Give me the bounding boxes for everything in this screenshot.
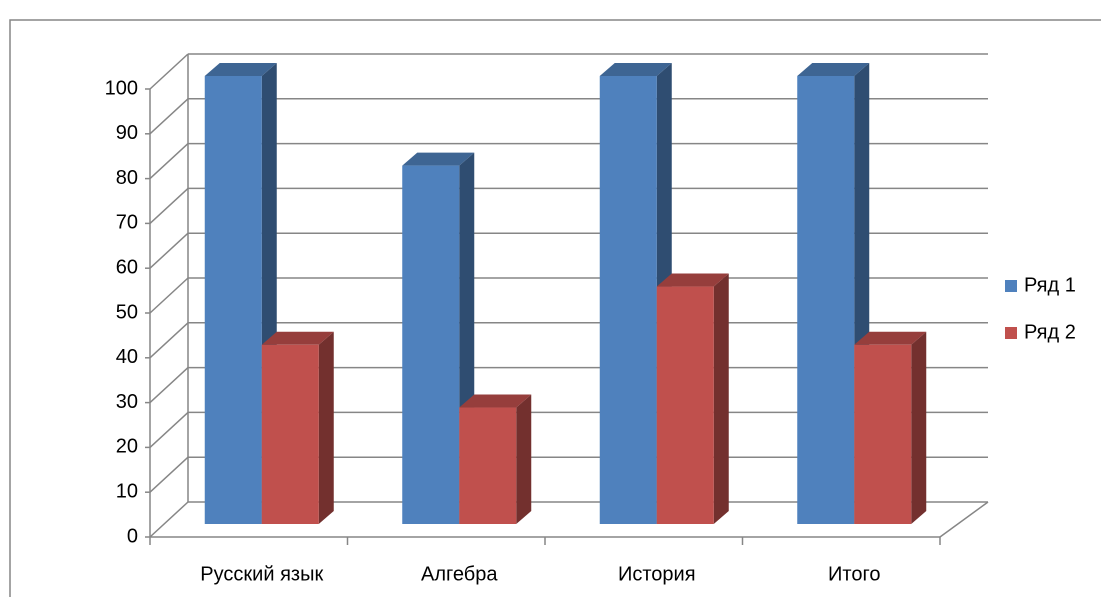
bar — [656, 286, 714, 524]
y-tick-label: 50 — [116, 301, 138, 323]
y-tick-label: 30 — [116, 391, 138, 413]
legend-swatch — [1005, 327, 1017, 339]
grid-line — [149, 501, 189, 538]
grid-line — [149, 187, 189, 224]
x-tick-label: Итого — [828, 563, 880, 585]
grid-line — [149, 143, 189, 180]
bar-top — [459, 394, 532, 408]
x-tick-label: Алгебра — [421, 563, 498, 585]
bar-top — [854, 331, 927, 345]
bar — [854, 344, 912, 524]
grid-line — [149, 322, 189, 359]
y-tick-label: 100 — [105, 77, 138, 99]
legend-swatch — [1005, 280, 1017, 292]
bar-top — [402, 152, 475, 166]
bar-top — [261, 331, 334, 345]
bar-side — [318, 331, 334, 524]
grid-line — [149, 277, 189, 314]
bar — [402, 165, 460, 524]
bar — [459, 407, 517, 524]
bar-side — [911, 331, 927, 524]
legend-label: Ряд 1 — [1024, 274, 1076, 296]
y-tick-label: 80 — [116, 167, 138, 189]
y-tick-label: 40 — [116, 346, 138, 368]
bar-top — [797, 63, 870, 76]
x-tick-label: История — [618, 563, 696, 585]
grid-line — [149, 53, 189, 90]
bar-side — [713, 273, 729, 524]
y-tick-label: 0 — [127, 525, 138, 547]
x-tick-label: Русский язык — [200, 563, 323, 585]
bar-top — [204, 63, 277, 76]
bar-top — [599, 63, 672, 76]
bar-side — [516, 394, 532, 524]
bar — [797, 76, 855, 524]
floor-edge — [939, 501, 989, 538]
grid-line — [149, 411, 189, 448]
y-tick-label: 70 — [116, 212, 138, 234]
bar — [599, 76, 657, 524]
grid-line — [149, 367, 189, 404]
y-tick-label: 90 — [116, 122, 138, 144]
y-tick-label: 60 — [116, 256, 138, 278]
grid-line — [149, 232, 189, 269]
grid-line — [149, 98, 189, 135]
bar — [204, 76, 262, 524]
bar — [261, 344, 319, 524]
y-tick-label: 20 — [116, 436, 138, 458]
legend-label: Ряд 2 — [1024, 321, 1076, 343]
chart-frame — [9, 19, 1101, 597]
grid-line — [149, 456, 189, 493]
bar-top — [656, 273, 729, 287]
y-tick-label: 10 — [116, 480, 138, 502]
